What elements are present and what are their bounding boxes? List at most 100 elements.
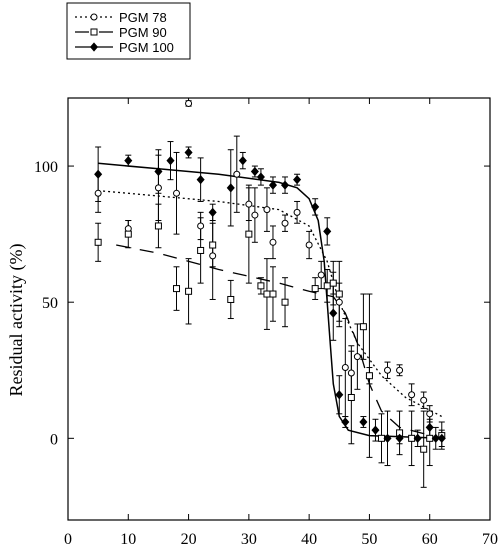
data-point-marker: [154, 166, 163, 177]
data-point-marker: [263, 206, 271, 214]
data-point-marker: [420, 445, 428, 453]
x-tick-label: 30: [241, 531, 257, 548]
data-point-marker: [173, 285, 181, 293]
y-tick-label: 0: [50, 431, 58, 448]
data-point-marker: [395, 433, 404, 443]
data-point-marker: [341, 364, 349, 372]
data-point-marker: [90, 13, 98, 21]
x-tick-label: 70: [482, 531, 498, 548]
data-point-marker: [184, 147, 193, 158]
data-point-marker: [365, 372, 373, 380]
data-point-marker: [124, 156, 133, 166]
data-point-marker: [335, 290, 343, 298]
x-tick-label: 40: [301, 531, 317, 548]
data-point-marker: [185, 287, 193, 295]
data-point-marker: [197, 246, 205, 254]
data-point-marker: [431, 433, 440, 443]
data-point-marker: [384, 366, 392, 374]
fit-lines: [98, 162, 443, 440]
data-point-marker: [408, 391, 416, 399]
data-point-marker: [329, 279, 337, 287]
data-point-marker: [124, 230, 132, 238]
data-point-marker: [323, 282, 331, 290]
data-point-marker: [89, 42, 99, 52]
data-point-marker: [154, 184, 162, 192]
data-point-marker: [196, 175, 205, 185]
data-point-marker: [311, 202, 320, 212]
data-point-marker: [293, 208, 301, 216]
plot-frame: [67, 97, 491, 521]
data-point-marker: [226, 183, 235, 193]
data-point-marker: [94, 169, 103, 179]
data-point-marker: [335, 390, 344, 400]
data-point-marker: [329, 308, 338, 318]
data-point-marker: [185, 99, 193, 107]
axes: 0 10 20 30 40 50 60 70 0 50 100: [34, 98, 498, 548]
data-point-marker: [250, 166, 259, 177]
data-point-marker: [281, 219, 289, 227]
legend-label: PGM 90: [119, 25, 167, 40]
data-point-marker: [166, 156, 175, 166]
data-point-marker: [245, 230, 253, 238]
data-point-marker: [209, 241, 217, 249]
data-point-marker: [425, 422, 434, 433]
data-point-marker: [371, 425, 380, 435]
data-point-marker: [227, 295, 235, 303]
data-point-marker: [311, 285, 319, 293]
y-axis-title: Residual activity (%): [6, 244, 27, 397]
data-point-marker: [269, 290, 277, 298]
data-point-marker: [208, 207, 217, 217]
data-point-marker: [94, 189, 102, 197]
data-point-marker: [209, 252, 217, 260]
data-point-marker: [280, 180, 290, 190]
data-point-marker: [347, 369, 355, 377]
data-point-marker: [245, 200, 253, 208]
data-point-marker: [238, 156, 247, 166]
data-point-marker: [317, 271, 325, 279]
data-point-marker: [281, 298, 289, 306]
data-point-marker: [256, 172, 265, 182]
data-point-marker: [383, 433, 392, 443]
data-point-marker: [341, 417, 350, 427]
x-tick-label: 0: [64, 531, 72, 548]
data-point-marker: [94, 238, 102, 246]
data-point-marker: [269, 238, 277, 246]
y-tick-label: 100: [34, 159, 58, 176]
fit-line: [98, 189, 443, 418]
x-tick-label: 60: [422, 531, 438, 548]
data-point-marker: [154, 222, 162, 230]
data-point-marker: [335, 298, 343, 306]
y-tick-label: 50: [42, 295, 58, 312]
data-point-marker: [437, 433, 446, 443]
data-point-marker: [233, 170, 241, 178]
fit-line: [116, 244, 442, 439]
data-point-marker: [359, 417, 368, 427]
x-tick-label: 20: [181, 531, 197, 548]
data-point-marker: [305, 241, 313, 249]
x-tick-label: 50: [361, 531, 377, 548]
data-point-marker: [347, 393, 355, 401]
fit-line: [98, 162, 442, 440]
data-point-marker: [396, 366, 404, 374]
data-point-marker: [173, 189, 181, 197]
data-markers: [94, 99, 446, 453]
plot-area: [67, 97, 491, 521]
data-point-marker: [323, 226, 332, 237]
data-point-marker: [268, 180, 278, 190]
data-point-marker: [257, 282, 265, 290]
data-point-marker: [413, 433, 422, 443]
data-point-marker: [263, 290, 271, 298]
data-point-marker: [197, 222, 205, 230]
data-point-marker: [353, 353, 361, 361]
data-point-marker: [420, 396, 428, 404]
data-point-marker: [90, 28, 98, 36]
data-point-marker: [359, 323, 367, 331]
data-point-marker: [251, 211, 259, 219]
data-point-marker: [293, 175, 302, 185]
legend-label: PGM 78: [119, 10, 167, 25]
x-tick-label: 10: [120, 531, 136, 548]
legend-label: PGM 100: [119, 40, 174, 55]
